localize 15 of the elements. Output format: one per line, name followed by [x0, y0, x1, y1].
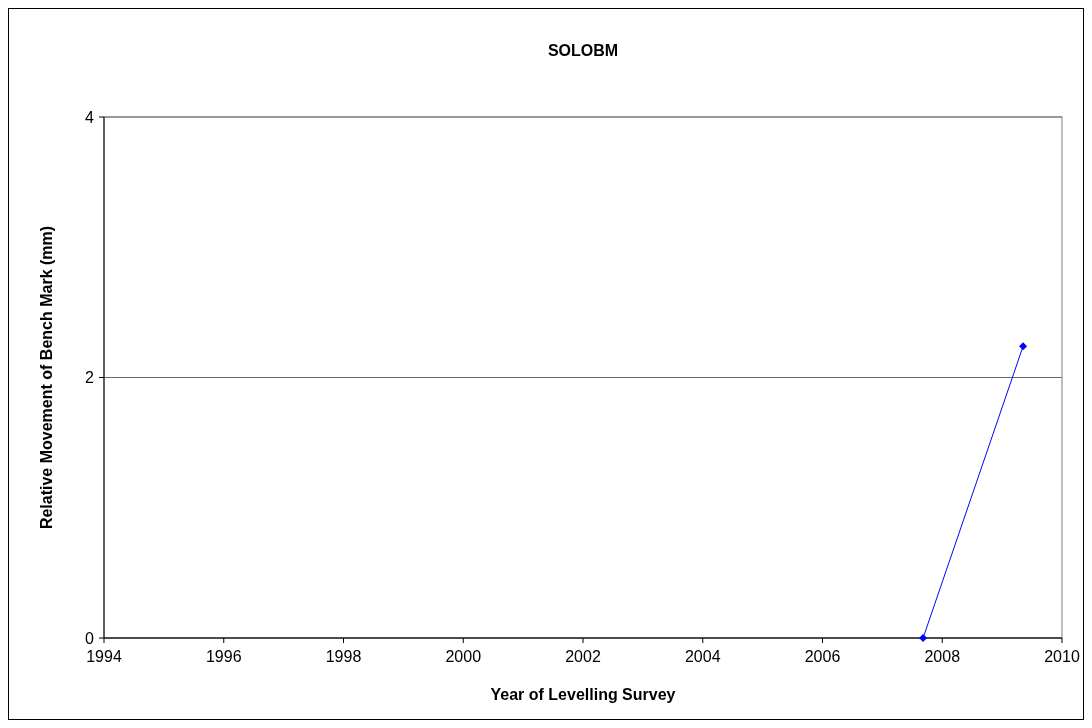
y-tick-label: 4	[85, 108, 95, 126]
y-tick-label: 2	[85, 369, 95, 387]
x-tick-label: 2004	[684, 648, 721, 665]
x-tick-label: 1998	[325, 648, 362, 665]
x-tick-label: 2010	[1044, 648, 1080, 665]
x-tick-label: 2008	[924, 648, 961, 665]
y-tick-label: 0	[85, 629, 95, 647]
chart-title: SOLOBM	[547, 42, 619, 59]
x-tick-label: 2000	[445, 648, 482, 665]
x-tick-label: 2002	[565, 648, 601, 665]
x-tick-label: 1996	[205, 648, 242, 665]
x-axis-title: Year of Levelling Survey	[490, 686, 676, 703]
x-tick-label: 1994	[86, 648, 122, 665]
x-tick-label: 2006	[804, 648, 841, 665]
y-axis-title: Relative Movement of Bench Mark (mm)	[38, 225, 55, 530]
